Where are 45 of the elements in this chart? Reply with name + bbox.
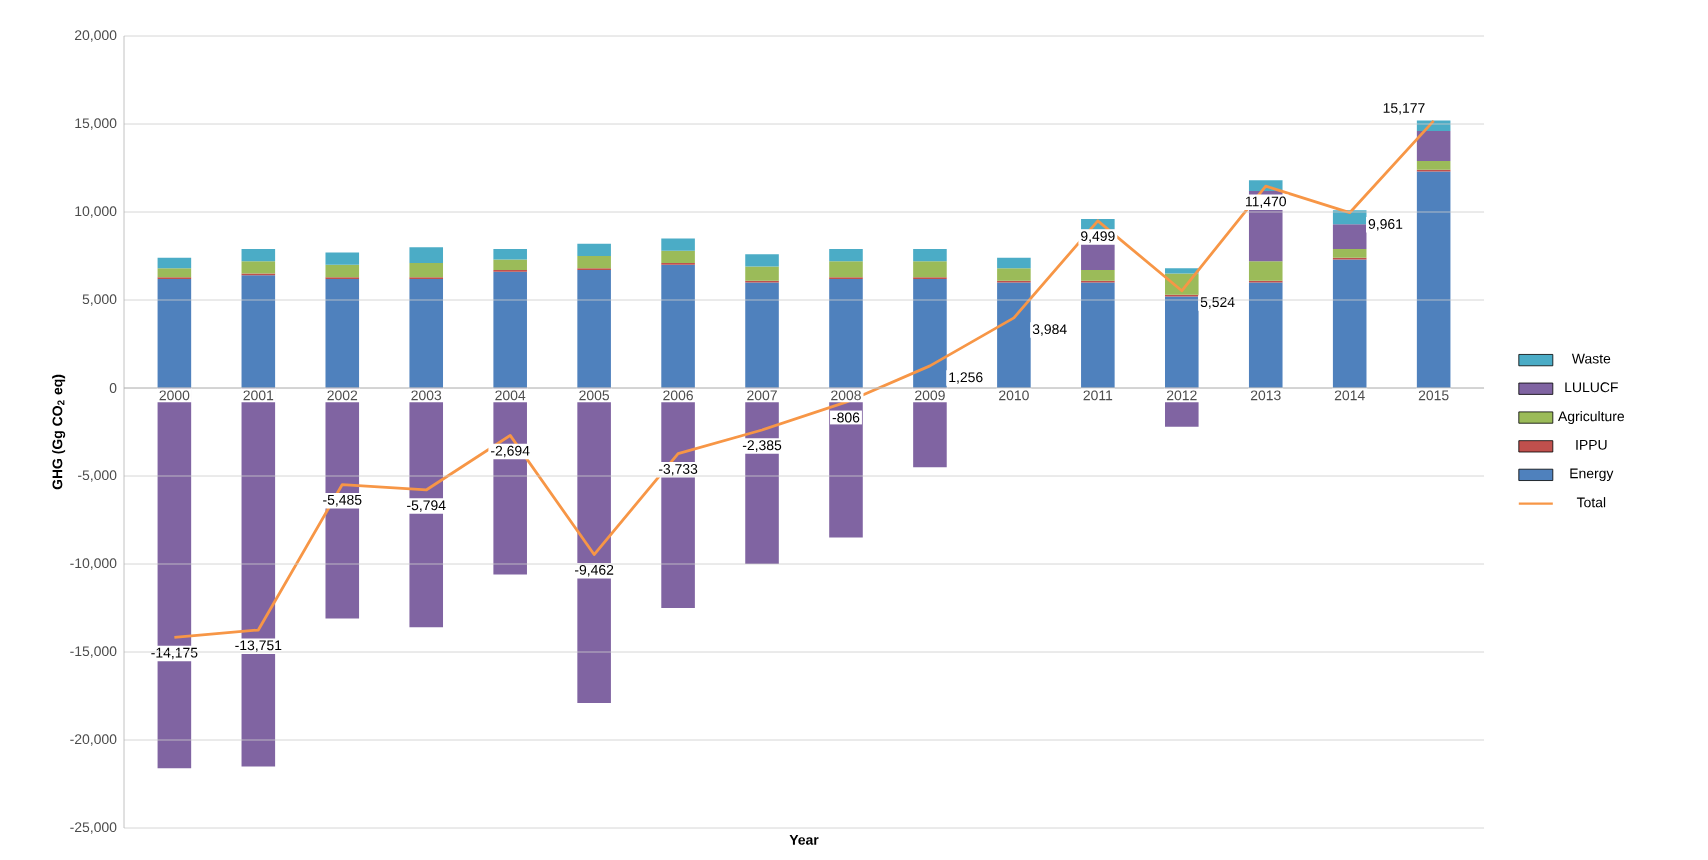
- bar: [997, 282, 1031, 388]
- bar: [241, 248, 276, 262]
- bar: [241, 261, 276, 274]
- bar: [493, 259, 527, 271]
- bar: [1416, 160, 1451, 170]
- bar: [1248, 282, 1283, 388]
- bar: [1081, 282, 1115, 388]
- bar: [1165, 268, 1199, 274]
- bar: [913, 248, 947, 262]
- bar: [745, 266, 779, 281]
- bar: [829, 261, 863, 278]
- bar: [577, 243, 611, 256]
- bar: [745, 282, 779, 388]
- bar: [577, 256, 611, 269]
- bar: [325, 264, 360, 278]
- bar: [1248, 261, 1283, 281]
- bar: [829, 278, 863, 388]
- bar: [1332, 259, 1367, 388]
- bar: [997, 257, 1031, 269]
- bar: [157, 278, 192, 388]
- bar: [325, 278, 360, 388]
- bar: [493, 271, 527, 388]
- bar: [997, 268, 1031, 281]
- bar: [661, 250, 695, 264]
- bar: [913, 278, 947, 388]
- bar: [745, 254, 779, 267]
- bar: [829, 248, 863, 262]
- bar: [325, 252, 360, 265]
- bar: [157, 257, 192, 269]
- bar: [241, 275, 276, 388]
- bar: [1081, 270, 1115, 281]
- bar: [1416, 171, 1451, 388]
- bar: [1165, 296, 1199, 388]
- bar: [577, 270, 611, 388]
- bar: [157, 268, 192, 278]
- bar: [409, 278, 444, 388]
- bar: [661, 264, 695, 388]
- bar: [409, 247, 444, 264]
- bar: [661, 238, 695, 251]
- bar: [1332, 224, 1367, 249]
- bar: [493, 248, 527, 260]
- bar: [1416, 131, 1451, 161]
- bar: [1332, 248, 1367, 258]
- bar: [409, 263, 444, 278]
- bar: [913, 261, 947, 278]
